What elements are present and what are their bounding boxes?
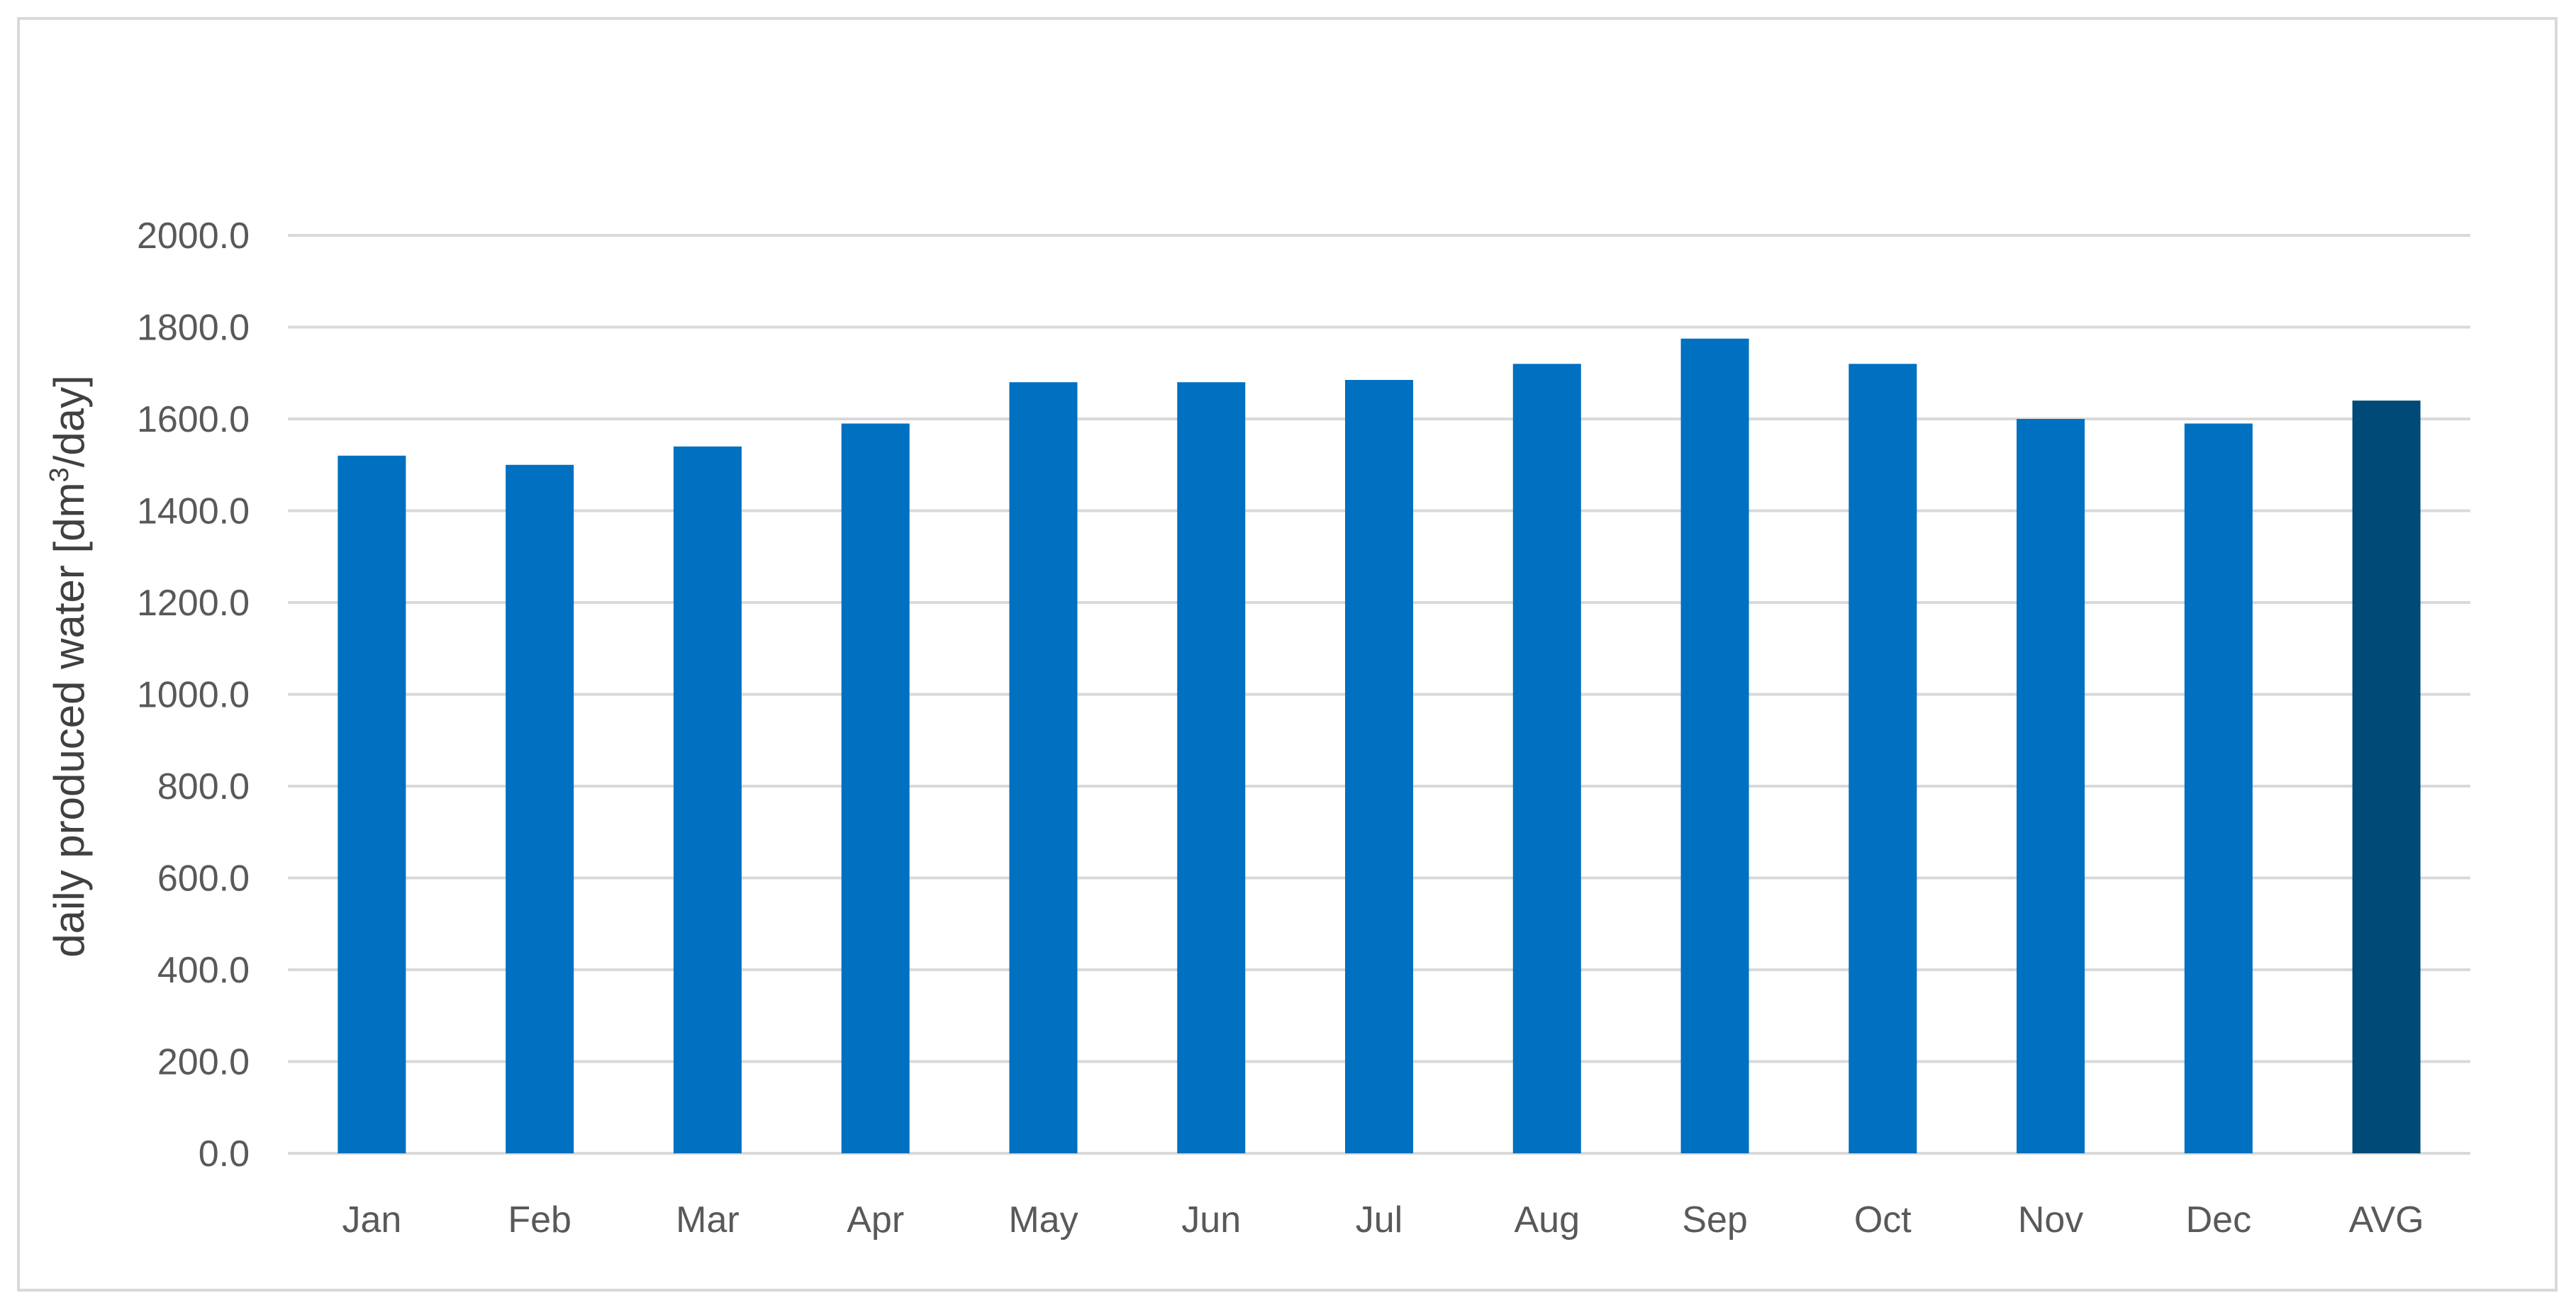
x-tick-label: Aug (1515, 1199, 1580, 1241)
x-tick-label: Jun (1181, 1199, 1241, 1241)
y-tick-label: 600.0 (157, 858, 250, 900)
x-tick-label: May (1008, 1199, 1078, 1241)
y-tick-label: 800.0 (157, 766, 250, 807)
y-axis-ticks: 0.0 200.0 400.0 600.0 800.0 1000.0 1200.0 1400.… (137, 215, 250, 1175)
bar-avg (2352, 401, 2421, 1153)
y-tick-label: 1200.0 (137, 583, 250, 624)
bars (338, 338, 2421, 1154)
bar-jan (338, 455, 406, 1153)
y-tick-label: 1000.0 (137, 675, 250, 716)
y-axis-title-suffix: /day] (45, 375, 93, 467)
bar-jul (1345, 379, 1413, 1153)
x-tick-label: Mar (676, 1199, 740, 1241)
x-tick-label: Oct (1854, 1199, 1912, 1241)
y-axis-title-prefix: daily produced water [dm (45, 482, 93, 957)
y-tick-label: 400.0 (157, 950, 250, 991)
x-tick-label: Apr (847, 1199, 904, 1241)
y-tick-label: 1800.0 (137, 308, 250, 349)
y-tick-label: 0.0 (199, 1133, 250, 1175)
y-tick-label: 200.0 (157, 1042, 250, 1083)
x-axis-ticks: Jan Feb Mar Apr May Jun Jul Aug Sep Oct Nov Dec AVG (342, 1199, 2424, 1241)
x-tick-label: Feb (508, 1199, 571, 1241)
bar-mar (673, 446, 742, 1153)
bar-apr (841, 423, 910, 1153)
bar-dec (2184, 423, 2253, 1153)
x-tick-label: AVG (2349, 1199, 2424, 1241)
x-tick-label: Dec (2186, 1199, 2251, 1241)
bar-feb (506, 464, 574, 1153)
x-tick-label: Jan (342, 1199, 401, 1241)
y-tick-label: 2000.0 (137, 215, 250, 257)
y-axis-title: daily produced water [dm3/day] (45, 375, 93, 958)
bar-aug (1512, 364, 1581, 1153)
bar-may (1009, 382, 1078, 1154)
bar-nov (2017, 419, 2085, 1153)
x-tick-label: Nov (2018, 1199, 2083, 1241)
x-tick-label: Sep (1682, 1199, 1748, 1241)
chart-frame (17, 17, 2558, 1292)
bar-oct (1849, 364, 1917, 1153)
bar-sep (1680, 338, 1749, 1153)
y-tick-label: 1600.0 (137, 399, 250, 440)
x-tick-label: Jul (1356, 1199, 1403, 1241)
y-axis-title-superscript: 3 (45, 467, 74, 482)
y-tick-label: 1400.0 (137, 491, 250, 532)
bar-jun (1177, 382, 1246, 1154)
